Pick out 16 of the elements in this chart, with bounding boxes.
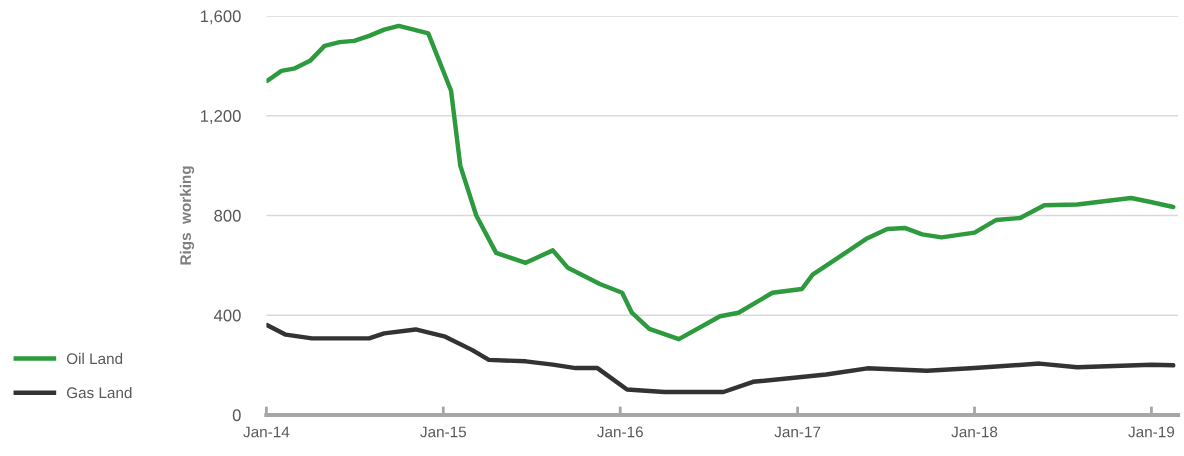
- x-tick-label: Jan-19: [1128, 426, 1175, 438]
- y-tick-label: 1,600: [200, 10, 241, 25]
- x-tick-label: Jan-15: [420, 426, 467, 438]
- y-axis-title: Rigs working: [179, 166, 195, 265]
- line-series: [266, 322, 1176, 395]
- y-tick-label: 400: [213, 309, 241, 322]
- legend-label: Gas Land: [66, 386, 132, 399]
- line-series: [266, 23, 1176, 342]
- x-tick-label: Jan-14: [243, 426, 290, 438]
- y-tick-label: 800: [214, 209, 241, 222]
- x-tick-label: Jan-17: [774, 426, 821, 438]
- y-tick-label: 0: [232, 409, 241, 422]
- x-tick-label: Jan-18: [951, 426, 998, 438]
- legend-label: Oil Land: [66, 352, 123, 365]
- y-tick-label: 1,200: [200, 110, 241, 124]
- x-tick-label: Jan-16: [597, 426, 643, 438]
